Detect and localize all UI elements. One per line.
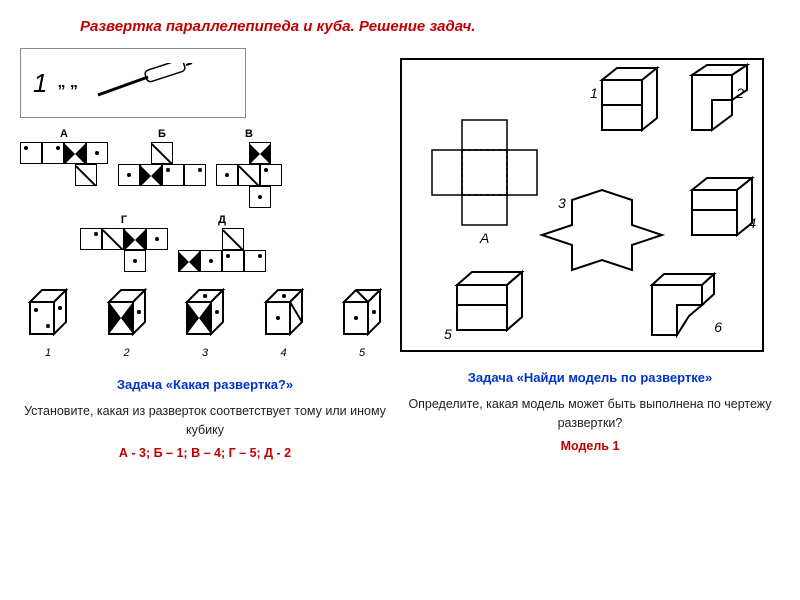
screwdriver-icon <box>88 63 208 103</box>
cube-4: 4 <box>256 284 312 359</box>
right-answer: Модель 1 <box>400 439 780 453</box>
cube-3: 3 <box>177 284 233 359</box>
model-label-5: 5 <box>444 326 452 342</box>
net-c: В <box>216 128 282 208</box>
net-d: Г <box>80 214 168 272</box>
rebus-number: 1 <box>33 68 47 99</box>
net-e: Д <box>178 214 266 272</box>
net-a: А <box>20 128 108 208</box>
net-label-a: А <box>480 230 489 246</box>
cube-2: 2 <box>99 284 155 359</box>
model-label-2: 2 <box>736 85 744 101</box>
right-problem-title: Задача «Найди модель по развертке» <box>400 370 780 385</box>
left-problem-text: Установите, какая из разверток соответст… <box>20 402 390 440</box>
model-label-6: 6 <box>714 319 722 335</box>
model-label-4: 4 <box>748 215 756 231</box>
right-column: 1 2 3 4 5 6 А Задача «Найди модель по ра… <box>400 58 780 453</box>
net-b: Б <box>118 128 206 208</box>
right-figure: 1 2 3 4 5 6 А <box>400 58 764 352</box>
rebus-box: 1 „ „ <box>20 48 246 118</box>
cube-nets-panel: А Б В <box>20 128 390 359</box>
cube-1: 1 <box>20 284 76 359</box>
cube-5: 5 <box>334 284 390 359</box>
page-title: Развертка параллелепипеда и куба. Решени… <box>80 18 475 35</box>
rebus-quotes: „ „ <box>57 74 77 92</box>
left-problem-title: Задача «Какая развертка?» <box>20 377 390 392</box>
left-column: 1 „ „ А Б <box>20 48 390 460</box>
right-problem-text: Определите, какая модель может быть выпо… <box>400 395 780 433</box>
cubes-row: 1 2 3 <box>20 284 390 359</box>
left-answer: А - 3; Б – 1; В – 4; Г – 5; Д - 2 <box>20 446 390 460</box>
model-label-3: 3 <box>558 195 566 211</box>
model-label-1: 1 <box>590 85 598 101</box>
